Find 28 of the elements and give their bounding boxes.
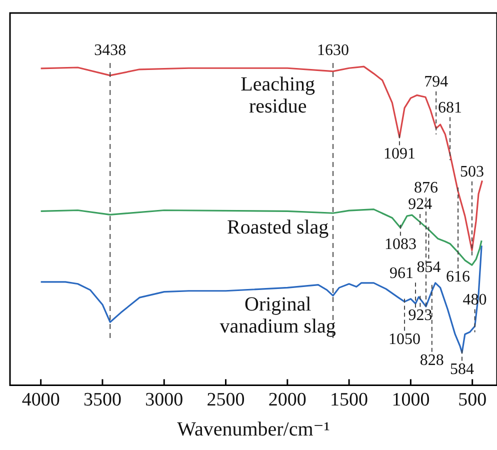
annotation: 616 — [446, 268, 470, 286]
annotation: 1050 — [388, 330, 421, 348]
x-tick-label: 1000 — [392, 390, 430, 411]
annotation: 503 — [460, 164, 484, 181]
x-tick-label: 3500 — [83, 390, 122, 411]
annotation: 794 — [424, 74, 448, 91]
annotation: 854 — [416, 258, 441, 276]
annotation: 961 — [390, 264, 414, 282]
x-tick-label: 2500 — [206, 390, 245, 411]
series-label: Original vanadium slag — [220, 293, 336, 338]
x-axis-title: Wavenumber/cm⁻¹ — [177, 418, 330, 440]
annotation: 584 — [450, 360, 474, 378]
annotation: 1091 — [383, 145, 416, 162]
annotation: 923 — [408, 307, 432, 324]
x-tick-label: 2000 — [268, 390, 306, 411]
annotation: 876 — [414, 180, 438, 197]
ref-line-label: 1630 — [317, 42, 350, 60]
annotation: 828 — [420, 352, 444, 370]
series-label: Roasted slag — [227, 216, 329, 238]
annotation: 681 — [438, 99, 462, 116]
annotation: 924 — [408, 196, 432, 214]
ref-line-label: 3438 — [94, 42, 126, 60]
x-tick-label: 3000 — [145, 390, 184, 411]
series-label: Leaching residue — [240, 73, 316, 118]
x-tick-label: 500 — [458, 390, 487, 411]
x-tick-label: 1500 — [330, 390, 368, 411]
annotation: 1083 — [384, 236, 416, 253]
x-tick-label: 4000 — [22, 390, 60, 411]
